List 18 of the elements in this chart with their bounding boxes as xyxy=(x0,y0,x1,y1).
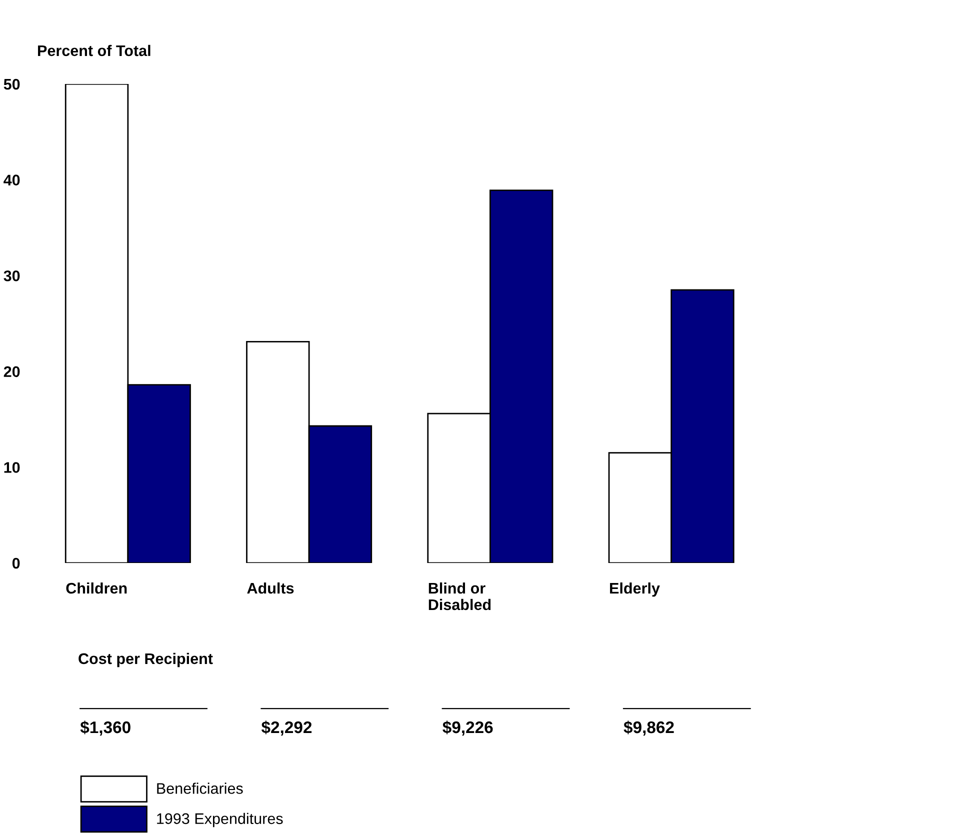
y-tick-label: 50 xyxy=(4,78,20,90)
x-tick-label: Adults xyxy=(247,582,294,594)
x-tick-label: Blind or Disabled xyxy=(428,582,491,610)
y-tick-label: 0 xyxy=(12,558,20,569)
y-tick-label: 20 xyxy=(4,366,20,378)
x-tick-label: Elderly xyxy=(610,582,660,597)
y-axis-title: Percent of Total xyxy=(38,44,150,56)
legend-label: 1993 Expenditures xyxy=(157,812,283,828)
text: Cost per Recipient xyxy=(78,652,213,668)
y-tick-label: 10 xyxy=(4,462,20,473)
text: $9,226 xyxy=(442,720,493,736)
text: $1,360 xyxy=(80,720,130,736)
text: $9,862 xyxy=(624,720,674,736)
y-tick-label: 30 xyxy=(4,270,20,282)
y-tick-label: 40 xyxy=(4,174,20,186)
text: $2,292 xyxy=(261,720,312,736)
legend-label: Beneficiaries xyxy=(157,782,243,794)
x-tick-label: Children xyxy=(66,582,127,594)
